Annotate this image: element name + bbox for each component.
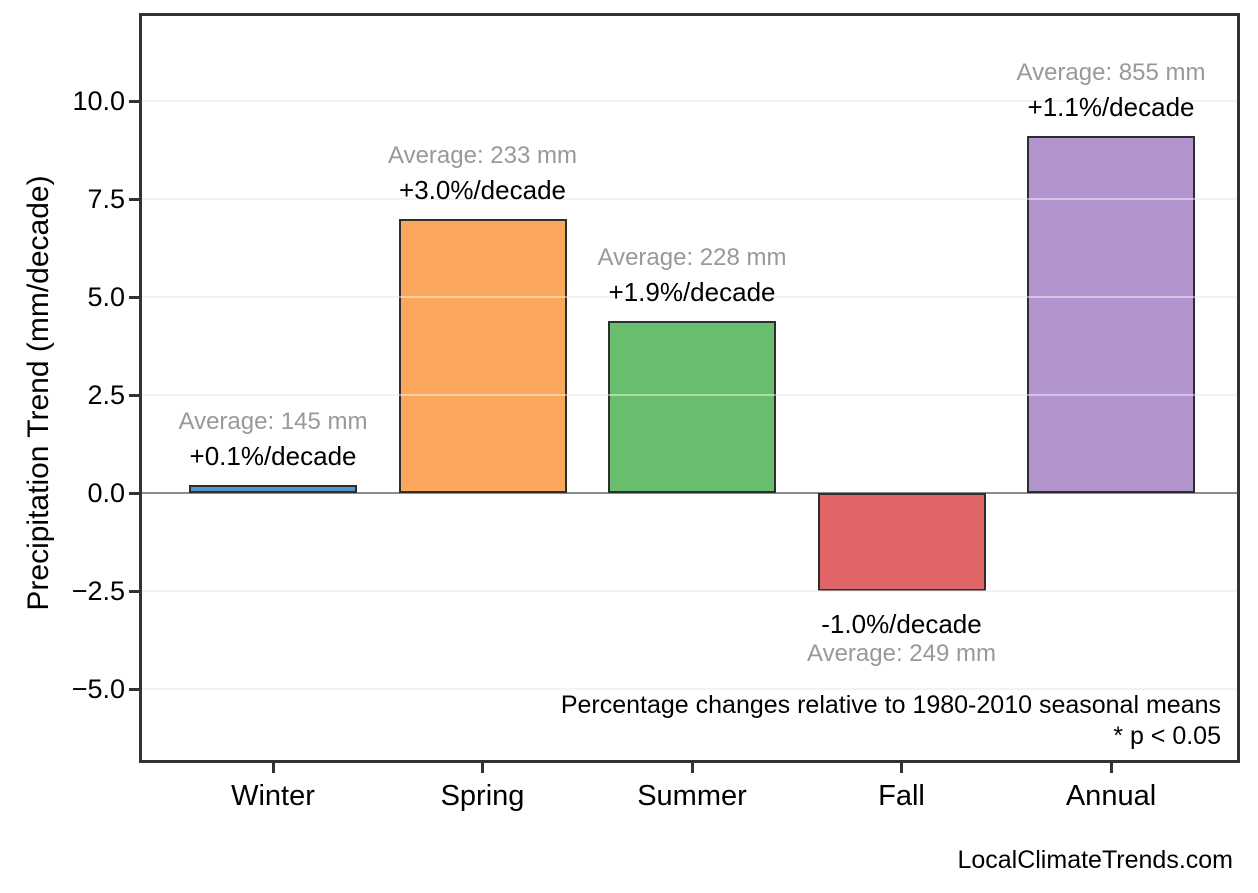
y-axis-tick	[129, 99, 139, 103]
y-axis-tick	[129, 197, 139, 201]
gridline	[142, 296, 1237, 298]
y-axis-tick	[129, 491, 139, 495]
x-tick-label-spring: Spring	[440, 780, 525, 812]
y-axis-tick	[129, 589, 139, 593]
x-axis-tick	[271, 763, 275, 773]
x-tick-label-annual: Annual	[1065, 780, 1157, 812]
trend-label: +0.1%/decade	[189, 441, 357, 472]
gridline	[142, 688, 1237, 690]
y-tick-label: 5.0	[87, 282, 125, 312]
x-axis-tick	[900, 763, 903, 773]
zero-line	[142, 492, 1237, 494]
average-label: Average: 855 mm	[1016, 59, 1206, 87]
x-axis-tick	[1109, 763, 1113, 773]
x-tick-label-summer: Summer	[637, 780, 747, 812]
gridline-overlay	[142, 296, 1237, 298]
gridline	[142, 100, 1237, 102]
x-tick-label-winter: Winter	[231, 780, 315, 812]
x-axis-tick	[481, 763, 484, 773]
y-axis-tick	[129, 295, 139, 299]
gridline-overlay	[142, 100, 1237, 102]
average-label: Average: 145 mm	[178, 408, 368, 436]
x-axis-tick	[690, 763, 694, 773]
average-label: Average: 249 mm	[807, 640, 996, 667]
annotation-note: Percentage changes relative to 1980-2010…	[560, 691, 1221, 719]
bar-fall	[817, 493, 986, 591]
trend-label: +1.9%/decade	[608, 276, 776, 307]
y-tick-label: −2.5	[71, 576, 125, 606]
bar-annual	[1027, 136, 1195, 493]
y-tick-label: −5.0	[71, 674, 125, 704]
y-tick-label: 10.0	[72, 86, 125, 116]
gridline-overlay	[142, 394, 1237, 396]
bar-spring	[398, 218, 567, 493]
gridline-overlay	[142, 688, 1237, 690]
bar-winter	[189, 485, 357, 493]
y-tick-label: 7.5	[87, 184, 125, 214]
y-tick-label: 2.5	[87, 380, 125, 410]
trend-label: -1.0%/decade	[821, 609, 982, 639]
average-label: Average: 228 mm	[597, 243, 787, 271]
plot-annotation: Percentage changes relative to 1980-2010…	[561, 690, 1221, 752]
y-tick-label: 0.0	[87, 478, 125, 508]
gridline-overlay	[142, 590, 1237, 592]
x-tick-label-fall: Fall	[878, 780, 925, 812]
gridline	[142, 590, 1237, 592]
annotation-significance: * p < 0.05	[1113, 722, 1221, 750]
y-axis-tick	[129, 687, 139, 691]
average-label: Average: 233 mm	[388, 141, 577, 169]
y-axis-tick	[129, 393, 139, 397]
trend-label: +1.1%/decade	[1027, 92, 1195, 123]
bar-summer	[608, 320, 776, 493]
gridline-overlay	[142, 198, 1237, 200]
watermark: LocalClimateTrends.com	[957, 846, 1233, 874]
gridline	[142, 198, 1237, 200]
trend-label: +3.0%/decade	[399, 174, 566, 205]
